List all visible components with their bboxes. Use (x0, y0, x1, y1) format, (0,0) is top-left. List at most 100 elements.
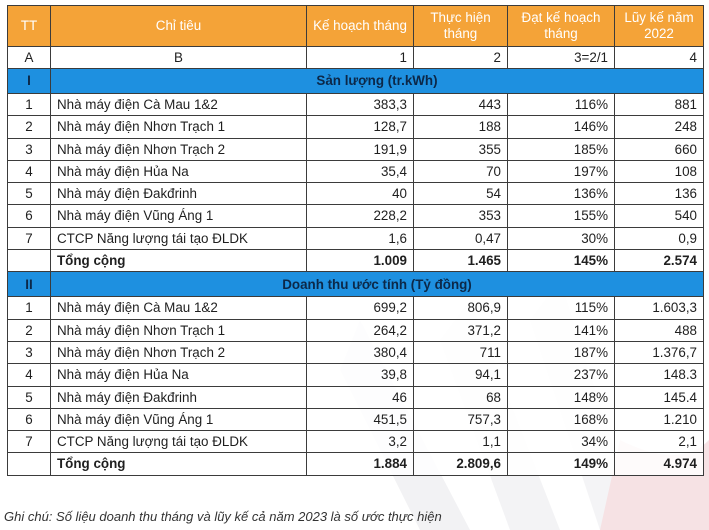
total-pct: 149% (507, 452, 615, 476)
section-header: I Sản lượng (tr.kWh) (7, 68, 704, 94)
row-actual: 54 (413, 182, 508, 206)
row-actual: 757,3 (413, 407, 508, 432)
row-actual: 68 (413, 385, 508, 409)
table-row: 6 Nhà máy điện Vũng Áng 1 451,5 757,3 16… (7, 407, 704, 432)
row-ytd: 660 (614, 137, 704, 161)
row-pct: 155% (507, 204, 615, 228)
table-row: 7 CTCP Năng lượng tái tạo ĐLDK 1,6 0,47 … (7, 226, 704, 251)
row-name: Nhà máy điện Cà Mau 1&2 (50, 296, 307, 320)
total-empty (7, 452, 51, 476)
table-row: 5 Nhà máy điện Đakđrinh 40 54 136% 136 (7, 182, 704, 206)
row-name: Nhà máy điện Đakđrinh (50, 385, 307, 409)
row-tt: 5 (7, 385, 51, 409)
row-name: Nhà máy điện Nhơn Trạch 2 (50, 137, 307, 161)
table-row: 4 Nhà máy điện Hủa Na 35,4 70 197% 108 (7, 159, 704, 184)
row-tt: 7 (7, 430, 51, 454)
row-plan: 1,6 (306, 226, 414, 251)
row-name: Nhà máy điện Đakđrinh (50, 182, 307, 206)
table-row: 1 Nhà máy điện Cà Mau 1&2 383,3 443 116%… (7, 92, 704, 117)
row-pct: 34% (507, 430, 615, 454)
table-row: 2 Nhà máy điện Nhơn Trạch 1 264,2 371,2 … (7, 318, 704, 342)
total-label: Tổng cộng (50, 452, 307, 476)
row-ytd: 881 (614, 92, 704, 117)
row-tt: 1 (7, 92, 51, 117)
total-empty (7, 249, 51, 273)
row-pct: 115% (507, 296, 615, 320)
header-ke-hoach: Kế hoạch tháng (306, 5, 414, 47)
header-luy-ke: Lũy kế năm 2022 (614, 5, 704, 47)
row-plan: 40 (306, 182, 414, 206)
index-cell: B (50, 46, 307, 69)
row-plan: 383,3 (306, 92, 414, 117)
row-plan: 35,4 (306, 159, 414, 184)
row-pct: 187% (507, 340, 615, 365)
row-tt: 2 (7, 318, 51, 342)
row-pct: 197% (507, 159, 615, 184)
report-table-container: TT Chỉ tiêu Kế hoạch tháng Thực hiện thá… (7, 5, 704, 476)
row-ytd: 145.4 (614, 385, 704, 409)
section-header: II Doanh thu ước tính (Tỷ đồng) (7, 271, 704, 298)
row-ytd: 1.603,3 (614, 296, 704, 320)
header-dat-ke-hoach: Đạt kế hoạch tháng (507, 5, 615, 47)
row-tt: 3 (7, 340, 51, 365)
row-pct: 148% (507, 385, 615, 409)
index-cell: 3=2/1 (507, 46, 615, 69)
total-ytd: 4.974 (614, 452, 704, 476)
row-plan: 380,4 (306, 340, 414, 365)
section-roman: I (7, 68, 51, 94)
row-actual: 0,47 (413, 226, 508, 251)
total-plan: 1.884 (306, 452, 414, 476)
table-row: 3 Nhà máy điện Nhơn Trạch 2 191,9 355 18… (7, 137, 704, 161)
table-row: 3 Nhà máy điện Nhơn Trạch 2 380,4 711 18… (7, 340, 704, 365)
row-ytd: 488 (614, 318, 704, 342)
row-plan: 451,5 (306, 407, 414, 432)
row-actual: 94,1 (413, 363, 508, 387)
row-actual: 355 (413, 137, 508, 161)
index-cell: 1 (306, 46, 414, 69)
total-actual: 2.809,6 (413, 452, 508, 476)
row-plan: 264,2 (306, 318, 414, 342)
row-pct: 146% (507, 115, 615, 139)
row-ytd: 1.210 (614, 407, 704, 432)
row-ytd: 248 (614, 115, 704, 139)
row-tt: 4 (7, 363, 51, 387)
row-pct: 30% (507, 226, 615, 251)
row-name: CTCP Năng lượng tái tạo ĐLDK (50, 226, 307, 251)
row-plan: 228,2 (306, 204, 414, 228)
row-tt: 6 (7, 204, 51, 228)
header-row: TT Chỉ tiêu Kế hoạch tháng Thực hiện thá… (7, 5, 704, 47)
index-cell: A (7, 46, 51, 69)
row-name: Nhà máy điện Nhơn Trạch 2 (50, 340, 307, 365)
table-row: 5 Nhà máy điện Đakđrinh 46 68 148% 145.4 (7, 385, 704, 409)
index-cell: 4 (614, 46, 704, 69)
total-plan: 1.009 (306, 249, 414, 273)
row-plan: 699,2 (306, 296, 414, 320)
row-pct: 136% (507, 182, 615, 206)
header-tt: TT (7, 5, 51, 47)
row-pct: 116% (507, 92, 615, 117)
row-name: Nhà máy điện Nhơn Trạch 1 (50, 115, 307, 139)
row-tt: 2 (7, 115, 51, 139)
total-label: Tổng cộng (50, 249, 307, 273)
row-plan: 3,2 (306, 430, 414, 454)
total-pct: 145% (507, 249, 615, 273)
footnote: Ghi chú: Số liệu doanh thu tháng và lũy … (4, 509, 442, 524)
row-ytd: 540 (614, 204, 704, 228)
row-ytd: 148.3 (614, 363, 704, 387)
row-actual: 711 (413, 340, 508, 365)
row-plan: 128,7 (306, 115, 414, 139)
header-thuc-hien: Thực hiện tháng (413, 5, 508, 47)
row-tt: 7 (7, 226, 51, 251)
total-ytd: 2.574 (614, 249, 704, 273)
row-name: Nhà máy điện Vũng Áng 1 (50, 407, 307, 432)
row-name: Nhà máy điện Nhơn Trạch 1 (50, 318, 307, 342)
table-row: 1 Nhà máy điện Cà Mau 1&2 699,2 806,9 11… (7, 296, 704, 320)
table-row: 6 Nhà máy điện Vũng Áng 1 228,2 353 155%… (7, 204, 704, 228)
row-pct: 237% (507, 363, 615, 387)
report-table: TT Chỉ tiêu Kế hoạch tháng Thực hiện thá… (7, 5, 704, 476)
row-name: Nhà máy điện Cà Mau 1&2 (50, 92, 307, 117)
row-actual: 188 (413, 115, 508, 139)
row-plan: 46 (306, 385, 414, 409)
row-tt: 1 (7, 296, 51, 320)
row-pct: 185% (507, 137, 615, 161)
